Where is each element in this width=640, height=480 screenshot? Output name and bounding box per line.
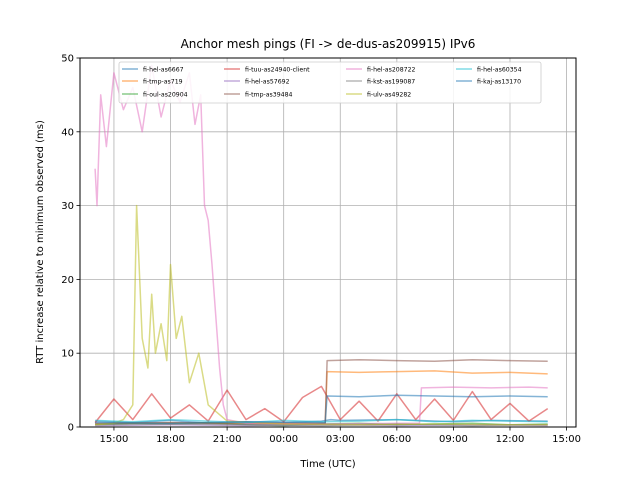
series-line-fi-kaj-as13170	[95, 394, 548, 425]
legend-label: fi-ulv-as49282	[367, 91, 411, 98]
series-line-fi-tmp-as39484	[95, 359, 548, 425]
legend: fi-hel-as6667 fi-tmp-as719 fi-oul-as20904 f…	[118, 61, 542, 104]
legend-label: fi-tmp-as719	[143, 78, 183, 85]
chart-title: Anchor mesh pings (FI -> de-dus-as209915…	[181, 37, 476, 51]
x-tick-label: 09:00	[439, 434, 468, 445]
legend-label: fi-hel-as208722	[367, 66, 416, 73]
legend-label: fi-tmp-as39484	[245, 91, 293, 98]
x-tick-label: 15:00	[552, 434, 581, 445]
x-tick-label: 12:00	[496, 434, 525, 445]
series-line-fi-tuu-as24940-client	[94, 385, 549, 424]
x-tick-label: 06:00	[382, 434, 411, 445]
grid	[80, 57, 576, 428]
y-tick-label: 0	[68, 423, 74, 434]
x-axis-title: Time (UTC)	[299, 459, 355, 470]
legend-label: fi-hel-as57692	[245, 78, 290, 85]
plot-area	[94, 64, 549, 427]
x-axis: 15:00 18:00 21:00 00:00 03:00 06:00 09:00 12:00…	[100, 427, 581, 445]
y-tick-label: 20	[61, 275, 74, 286]
series-line-fi-hel-as60354	[95, 418, 548, 424]
series-line-fi-ulv-as49282	[95, 204, 548, 426]
series-line-fi-tmp-as719	[95, 370, 548, 425]
series-line-fi-hel-as208722	[94, 64, 548, 425]
legend-label: fi-kst-as199087	[367, 78, 415, 85]
y-tick-label: 50	[61, 54, 74, 65]
y-axis: 0 10 20 30 40 50	[61, 54, 80, 434]
legend-label: fi-kaj-as13170	[477, 78, 521, 85]
x-tick-label: 21:00	[213, 434, 242, 445]
x-tick-label: 03:00	[326, 434, 355, 445]
legend-label: fi-oul-as20904	[143, 91, 188, 98]
y-tick-label: 10	[61, 349, 74, 360]
x-tick-label: 15:00	[100, 434, 129, 445]
y-tick-label: 30	[61, 201, 74, 212]
x-tick-label: 00:00	[269, 434, 298, 445]
legend-label: fi-hel-as6667	[143, 66, 184, 73]
legend-box	[118, 61, 542, 104]
legend-label: fi-tuu-as24940-client	[245, 66, 310, 73]
plot-frame	[79, 57, 577, 428]
y-tick-label: 40	[61, 127, 74, 138]
legend-label: fi-hel-as60354	[477, 66, 522, 73]
x-tick-label: 18:00	[156, 434, 185, 445]
y-axis-title: RTT increase relative to minimum observe…	[35, 120, 46, 364]
